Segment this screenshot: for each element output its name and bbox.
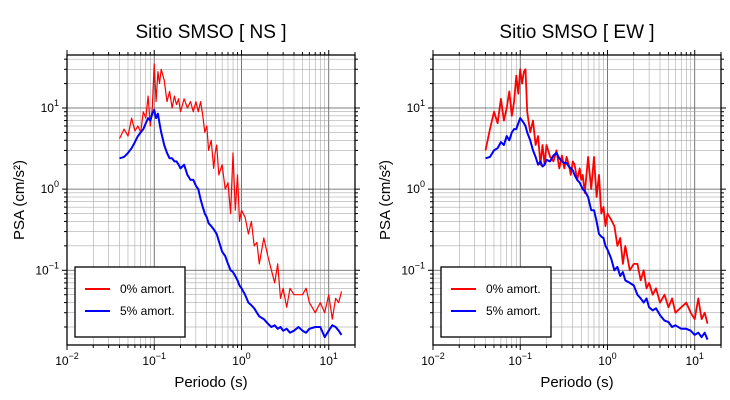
y-tick-label: 101 <box>407 98 425 115</box>
x-axis-label: Periodo (s) <box>540 374 613 391</box>
y-axis-label: PSA (cm/s²) <box>377 160 394 240</box>
legend-box <box>440 266 552 338</box>
legend: 0% amort. 5% amort. <box>440 266 552 338</box>
plot-frame <box>432 54 722 346</box>
x-tick-label: 10−1 <box>142 351 166 368</box>
legend-label: 5% amort. <box>120 304 175 318</box>
series-line-red <box>118 63 343 320</box>
legend-label: 0% amort. <box>120 282 175 296</box>
chart-title: Sitio SMSO [ NS ] <box>136 22 287 43</box>
legend-label: 5% amort. <box>486 304 541 318</box>
legend: 0% amort. 5% amort. <box>74 266 186 338</box>
chart-title: Sitio SMSO [ EW ] <box>499 22 654 43</box>
x-tick-label: 10−1 <box>508 351 532 368</box>
plot-frame <box>66 54 356 346</box>
x-tick-label: 101 <box>320 351 338 368</box>
x-tick-label: 10−2 <box>421 351 445 368</box>
y-tick-label: 100 <box>407 179 425 196</box>
x-axis-label: Periodo (s) <box>174 374 247 391</box>
series-line-blue <box>485 117 709 340</box>
y-tick-label: 10−1 <box>401 260 425 277</box>
x-tick-label: 100 <box>598 351 616 368</box>
legend-label: 0% amort. <box>486 282 541 296</box>
panel-ns: Sitio SMSO [ NS ] 10−2 10−1 100 101 10−1 100 10… <box>11 22 360 391</box>
y-tick-label: 101 <box>41 98 59 115</box>
x-tick-label: 101 <box>686 351 704 368</box>
series-line-red <box>484 68 709 324</box>
legend-box <box>74 266 186 338</box>
y-axis-label: PSA (cm/s²) <box>11 160 28 240</box>
y-tick-label: 100 <box>41 179 59 196</box>
x-tick-label: 100 <box>232 351 250 368</box>
y-tick-label: 10−1 <box>35 260 59 277</box>
panel-ew: Sitio SMSO [ EW ] 10−2 10−1 100 101 10−1 100 10… <box>377 22 726 391</box>
series-line-blue <box>119 108 343 339</box>
x-tick-label: 10−2 <box>55 351 79 368</box>
